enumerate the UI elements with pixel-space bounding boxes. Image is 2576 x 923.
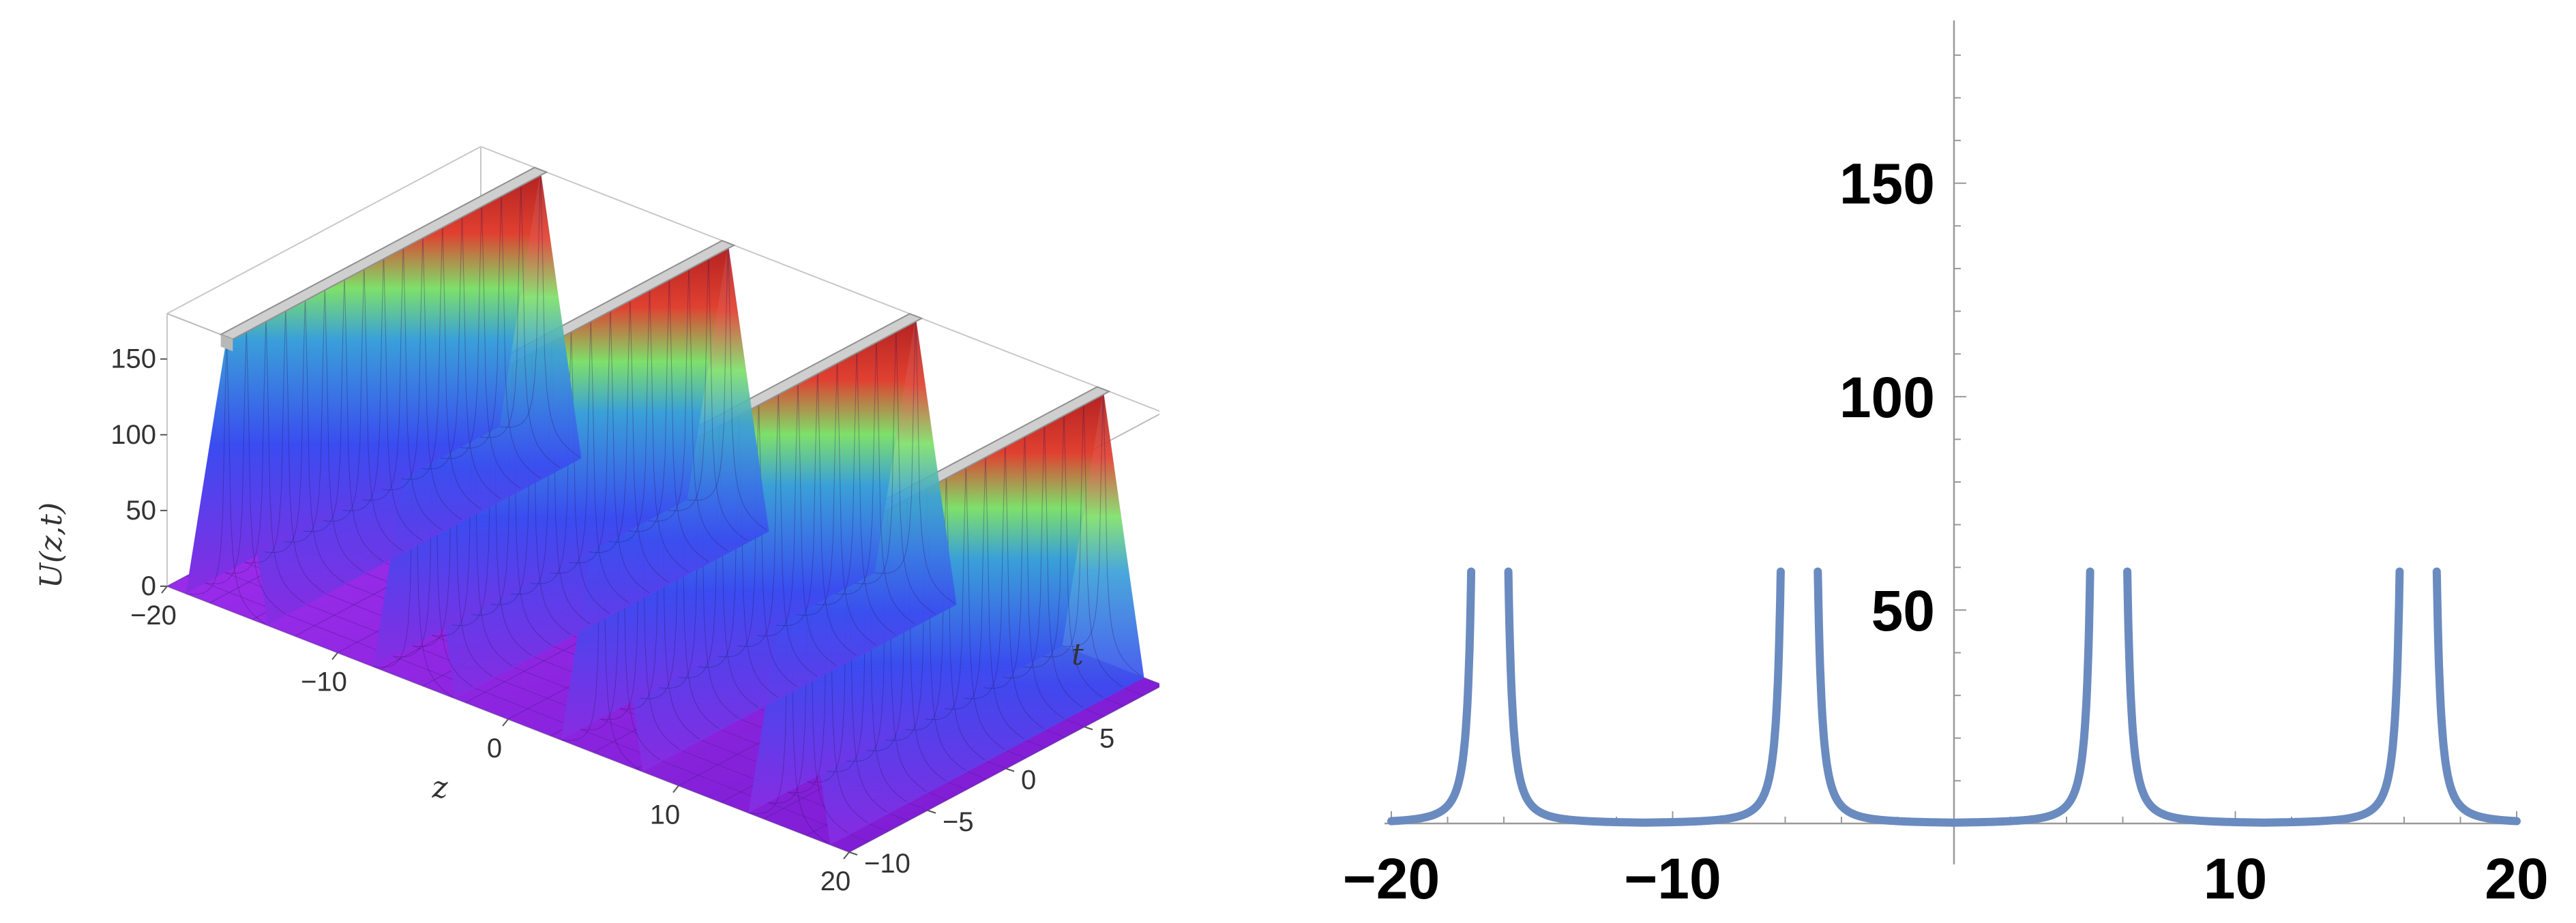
ridge-mesh-line [874, 316, 955, 604]
ridge-mesh-line [342, 253, 423, 541]
t-tick-mark [1084, 726, 1093, 731]
t-tick-mark [927, 809, 936, 814]
ridge-mesh-line [381, 232, 462, 520]
ridge-mesh-line [264, 294, 344, 583]
ridge-mesh-line [628, 274, 709, 562]
surface-mesh [166, 166, 1159, 853]
ridge-mesh-line [964, 441, 1045, 729]
z-tick-label: 10 [650, 800, 681, 830]
ridge-mesh-line [647, 263, 728, 551]
ridge-mesh-line [925, 462, 1005, 750]
ridge-mesh-line [186, 337, 266, 625]
ridge-mesh-line [323, 263, 404, 551]
ridge-mesh-line [835, 337, 916, 625]
t-tick-label: −5 [943, 807, 974, 837]
ridge-mesh-line [816, 347, 896, 635]
ridge-cap-front [220, 334, 233, 352]
ridge-mesh-line [1022, 410, 1104, 698]
ridge-mesh-line [905, 472, 986, 761]
ridge-mesh-line [499, 170, 580, 458]
u-tick-label: 0 [141, 571, 156, 601]
ridge-mesh-line [687, 243, 767, 531]
ridge-mesh-line [944, 451, 1025, 740]
y-tick-label: 50 [1871, 579, 1935, 643]
z-tick-label: 0 [487, 733, 502, 763]
ridge-mesh-line [589, 294, 670, 583]
t-tick-label: 5 [1099, 723, 1114, 753]
ridge-mesh-line [608, 284, 689, 573]
series-curve-segment [1387, 567, 1476, 826]
ridge-mesh-line [284, 284, 364, 573]
ridge-mesh-line [224, 316, 306, 604]
series-curve-segment [2432, 567, 2521, 826]
ridge-mesh-line [1042, 399, 1123, 688]
ridge-mesh-line [530, 326, 610, 614]
line-plot-ticks: −20 −10 10 20 50 100 150 [1343, 54, 2549, 911]
ridge-mesh-line [550, 316, 630, 604]
ridge-mesh-line [1003, 420, 1084, 708]
ridge-mesh-line [569, 305, 650, 594]
u-tick-label: 100 [110, 420, 156, 450]
ridge-mesh-line [717, 399, 798, 688]
ridge-mesh-line [244, 305, 325, 594]
ridge-mesh-line [667, 253, 748, 541]
line-plot-axes [1385, 20, 2517, 864]
series-curve-segment [1813, 567, 2094, 827]
t-tick-mark [848, 851, 858, 856]
series-curve-segment [2123, 567, 2404, 827]
t-tick-mark [1005, 768, 1015, 772]
x-tick-label: 20 [2485, 847, 2548, 911]
ridge-mesh-line [303, 274, 384, 562]
ridge-mesh-line [479, 180, 561, 468]
u-tick-label: 150 [110, 344, 156, 374]
surface-t-axis-label: t [1071, 637, 1084, 672]
z-tick-mark [672, 785, 679, 793]
surface-x-axis-label: z [431, 770, 448, 805]
t-tick-label: −10 [864, 849, 911, 879]
ridge-mesh-line [737, 389, 818, 677]
ridge-mesh-line [421, 211, 501, 500]
surface-z-axis-label: U(z,t) [34, 502, 69, 588]
ridge-mesh-line [756, 378, 838, 667]
box-edge [480, 146, 1159, 412]
z-tick-label: −20 [130, 601, 177, 631]
line-plot-2d: −20 −10 10 20 50 100 150 [1343, 20, 2549, 911]
ridge-mesh-line [460, 190, 541, 479]
series-curve-segment [1504, 567, 1785, 827]
ridge-mesh-line [441, 201, 521, 489]
u-tick-label: 50 [126, 496, 157, 526]
ridge-mesh-line [362, 243, 443, 531]
ridge-mesh-line [855, 326, 936, 614]
z-tick-mark [331, 652, 338, 661]
ridge-mesh-line [776, 368, 857, 656]
box-edge [166, 146, 482, 314]
ridge-mesh-line [205, 326, 286, 614]
y-tick-label: 150 [1839, 152, 1935, 216]
ridge-mesh-line [1062, 389, 1142, 677]
y-tick-label: 100 [1839, 365, 1935, 429]
ridge-mesh-line [796, 357, 876, 646]
x-tick-label: 10 [2204, 847, 2267, 911]
z-tick-mark [161, 586, 168, 594]
t-tick-label: 0 [1021, 766, 1036, 796]
x-tick-label: −20 [1343, 847, 1440, 911]
ridge-left-slope [186, 170, 541, 594]
z-tick-mark [843, 851, 850, 860]
x-tick-label: −10 [1624, 847, 1721, 911]
z-tick-label: −10 [301, 667, 347, 697]
z-tick-mark [502, 718, 509, 727]
ridge-mesh-line [983, 431, 1064, 719]
z-tick-label: 20 [820, 866, 851, 896]
ridge-mesh-line [401, 222, 482, 510]
line-plot-series [1387, 567, 2521, 827]
